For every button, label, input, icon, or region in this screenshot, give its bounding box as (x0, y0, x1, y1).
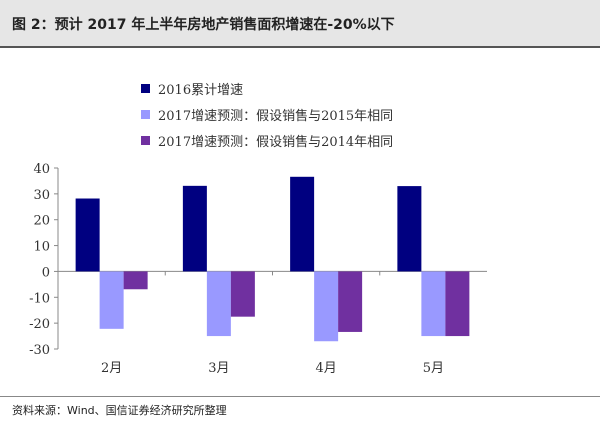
legend-swatch (141, 110, 150, 119)
bar-1 (75, 198, 100, 272)
bar-3 (445, 271, 470, 337)
legend-label: 2017增速预测：假设销售与2015年相同 (158, 108, 393, 124)
y-tick-label: 0 (42, 265, 50, 280)
y-tick-label: 30 (33, 188, 50, 203)
x-tick-label: 3月 (208, 361, 229, 376)
bar-2 (206, 271, 231, 337)
bar-1 (182, 185, 207, 272)
y-tick-label: -20 (29, 317, 50, 332)
bar-2 (314, 271, 339, 342)
figure-header: 图 2：预计 2017 年上半年房地产销售面积增速在-20%以下 (0, 0, 600, 48)
bar-2 (421, 271, 446, 337)
figure-title: 图 2：预计 2017 年上半年房地产销售面积增速在-20%以下 (12, 17, 395, 33)
y-tick-label: 10 (33, 240, 50, 255)
bar-1 (397, 186, 422, 272)
divider (0, 396, 600, 397)
legend-label: 2017增速预测：假设销售与2014年相同 (158, 134, 393, 150)
x-tick-label: 4月 (315, 361, 336, 376)
bar-1 (290, 176, 315, 272)
bar-3 (123, 271, 148, 290)
legend-swatch (141, 136, 150, 145)
legend-swatch (141, 84, 150, 93)
y-tick-label: -30 (29, 343, 50, 358)
y-tick-label: 20 (33, 214, 50, 229)
legend-label: 2016累计增速 (158, 83, 243, 98)
bar-3 (338, 271, 363, 332)
bar-3 (230, 271, 255, 317)
y-tick-label: 40 (33, 162, 50, 177)
bar-2 (99, 271, 124, 329)
source-note: 资料来源：Wind、国信证券经济研究所整理 (12, 404, 227, 417)
x-tick-label: 2月 (101, 361, 122, 376)
x-tick-label: 5月 (423, 361, 444, 376)
y-tick-label: -10 (29, 291, 50, 306)
